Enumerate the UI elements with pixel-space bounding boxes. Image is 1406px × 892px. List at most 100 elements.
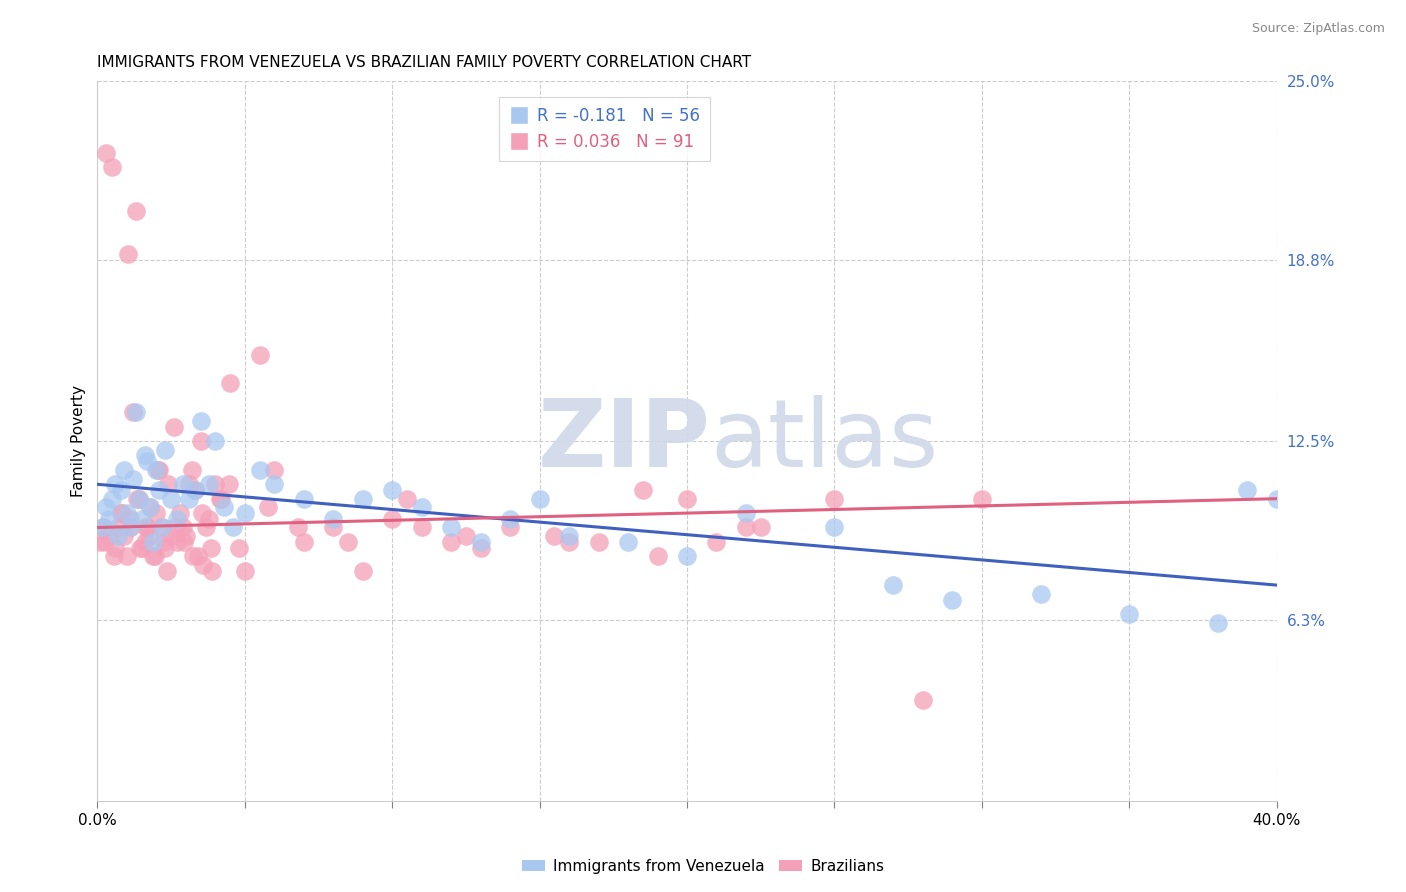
Point [103,549,125,564]
Legend: R = -0.181   N = 56, R = 0.036   N = 91: R = -0.181 N = 56, R = 0.036 N = 91 [499,96,710,161]
Point [128,491,150,506]
Point [131,541,153,555]
Point [287,520,309,534]
Point [139,500,162,515]
Point [190,414,212,428]
Point [411,520,433,534]
Point [292,535,315,549]
Point [160,529,183,543]
Y-axis label: Family Poverty: Family Poverty [72,385,86,497]
Point [98,529,121,543]
Point [101,161,124,175]
Point [98,512,121,526]
Point [381,483,404,497]
Point [169,506,191,520]
Point [249,348,271,362]
Point [135,520,157,534]
Point [257,500,280,515]
Point [823,520,845,534]
Point [187,549,209,564]
Point [131,512,153,526]
Point [292,491,315,506]
Point [676,549,699,564]
Point [148,483,170,497]
Point [336,535,359,549]
Point [145,506,167,520]
Point [129,541,152,555]
Point [911,693,934,707]
Point [177,491,200,506]
Point [193,558,215,572]
Point [823,491,845,506]
Point [222,520,245,534]
Point [201,564,224,578]
Point [139,500,162,515]
Point [499,512,522,526]
Point [115,506,138,520]
Point [233,506,256,520]
Point [212,500,235,515]
Point [440,520,463,534]
Point [142,535,165,549]
Point [166,535,188,549]
Point [91,520,114,534]
Point [882,578,904,592]
Point [152,535,174,549]
Point [145,463,167,477]
Point [166,512,188,526]
Point [529,491,551,506]
Point [138,529,160,543]
Point [411,500,433,515]
Point [121,405,143,419]
Point [117,247,139,261]
Point [558,529,581,543]
Point [104,541,127,555]
Point [1265,491,1288,506]
Point [107,520,129,534]
Text: ZIP: ZIP [537,395,710,487]
Point [735,520,758,534]
Point [263,463,285,477]
Point [127,491,149,506]
Point [172,520,194,534]
Point [617,535,640,549]
Point [134,535,156,549]
Point [499,520,522,534]
Point [440,535,463,549]
Point [381,512,404,526]
Point [322,512,344,526]
Text: Source: ZipAtlas.com: Source: ZipAtlas.com [1251,22,1385,36]
Point [160,491,183,506]
Point [150,520,173,534]
Point [136,520,159,534]
Point [198,512,221,526]
Point [111,506,134,520]
Point [183,483,205,497]
Point [173,535,195,549]
Point [706,535,728,549]
Point [233,564,256,578]
Point [263,477,285,491]
Point [89,535,111,549]
Point [941,592,963,607]
Point [470,541,492,555]
Text: IMMIGRANTS FROM VENEZUELA VS BRAZILIAN FAMILY POVERTY CORRELATION CHART: IMMIGRANTS FROM VENEZUELA VS BRAZILIAN F… [97,55,751,70]
Point [112,529,135,543]
Point [150,520,173,534]
Point [120,520,142,534]
Point [631,483,654,497]
Point [93,535,115,549]
Point [118,512,141,526]
Point [970,491,993,506]
Point [91,520,114,534]
Point [352,491,374,506]
Point [124,405,146,419]
Point [177,477,200,491]
Point [208,491,231,506]
Point [198,477,221,491]
Point [219,376,242,391]
Point [118,520,141,534]
Point [588,535,610,549]
Point [470,535,492,549]
Point [146,463,169,477]
